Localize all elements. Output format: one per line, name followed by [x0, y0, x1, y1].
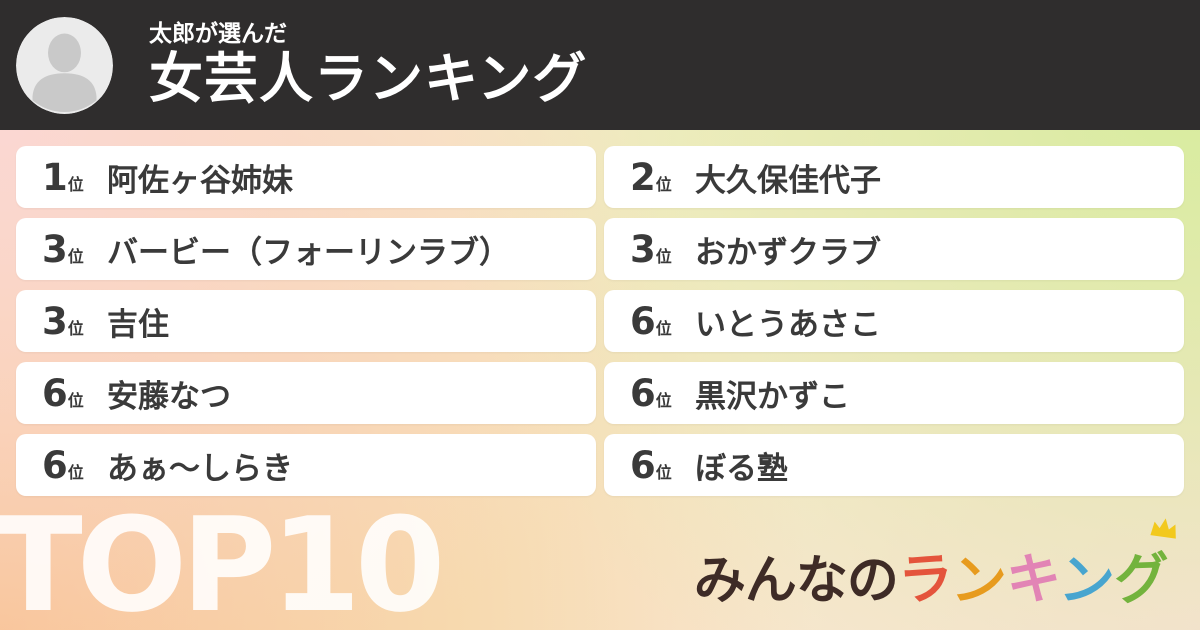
person-icon	[16, 16, 113, 114]
rank-number: 6	[42, 371, 68, 415]
entry-name: ぼる塾	[695, 450, 788, 487]
entry-name: おかずクラブ	[695, 234, 881, 271]
rank-number: 2	[630, 155, 656, 199]
entry-name: 吉住	[107, 306, 169, 343]
entry-name: 安藤なつ	[107, 378, 231, 415]
ranking-item: 2 位大久保佳代子	[604, 146, 1184, 208]
rank-number: 1	[42, 155, 68, 199]
logo-letter: キ	[1004, 545, 1062, 613]
rank-unit: 位	[67, 174, 84, 194]
top10-label: TOP10	[0, 489, 445, 630]
rank-unit: 位	[655, 390, 672, 410]
entry-name: あぁ〜しらき	[107, 450, 293, 487]
ranking-item: 3 位おかずクラブ	[604, 218, 1184, 280]
ranking-item: 6 位安藤なつ	[16, 362, 596, 424]
entry-name: 阿佐ヶ谷姉妹	[107, 162, 293, 199]
header-subtitle: 太郎が選んだ	[149, 20, 287, 47]
logo-letter: ラ	[896, 545, 955, 613]
ranking-item: 6 位ぼる塾	[604, 434, 1184, 496]
ranking-item: 6 位黒沢かずこ	[604, 362, 1184, 424]
rank-unit: 位	[655, 462, 672, 482]
ranking-item: 3 位バービー（フォーリンラブ）	[16, 218, 596, 280]
header-text: 太郎が選んだ 女芸人ランキング	[149, 20, 587, 111]
header: 太郎が選んだ 女芸人ランキング	[0, 0, 1200, 130]
logo-colored-letters: ランキング	[896, 518, 1176, 615]
avatar	[16, 16, 113, 114]
rank-unit: 位	[655, 246, 672, 266]
ranking-item: 1 位阿佐ヶ谷姉妹	[16, 146, 596, 208]
rank-number: 6	[630, 371, 656, 415]
rank-number: 3	[42, 299, 68, 343]
page-title: 女芸人ランキング	[149, 47, 588, 111]
entry-name: 大久保佳代子	[695, 162, 881, 199]
ranking-item: 6 位あぁ〜しらき	[16, 434, 596, 496]
rank-number: 6	[42, 443, 68, 487]
rank-unit: 位	[67, 462, 84, 482]
rank-number: 6	[630, 299, 656, 343]
logo-letter: ン	[1056, 546, 1117, 616]
entry-name: 黒沢かずこ	[695, 378, 850, 415]
crown-icon	[1150, 518, 1176, 539]
rank-unit: 位	[67, 390, 84, 410]
logo-prefix: みんなの	[693, 551, 899, 611]
rank-unit: 位	[67, 318, 84, 338]
rank-number: 3	[42, 227, 68, 271]
rank-number: 6	[630, 443, 656, 487]
ranking-item: 6 位いとうあさこ	[604, 290, 1184, 352]
rank-unit: 位	[67, 246, 84, 266]
logo-letter: グ	[1113, 518, 1176, 615]
site-logo: みんなのランキング	[693, 518, 1176, 615]
ranking-item: 3 位吉住	[16, 290, 596, 352]
ranking-grid: 1 位阿佐ヶ谷姉妹 2 位大久保佳代子 3 位バービー（フォーリンラブ） 3 位おかずクラブ 3…	[16, 146, 1184, 496]
entry-name: バービー（フォーリンラブ）	[107, 234, 510, 271]
entry-name: いとうあさこ	[695, 306, 881, 343]
rank-number: 3	[630, 227, 656, 271]
rank-unit: 位	[655, 318, 672, 338]
rank-unit: 位	[655, 174, 672, 194]
logo-letter: ン	[949, 547, 1008, 615]
